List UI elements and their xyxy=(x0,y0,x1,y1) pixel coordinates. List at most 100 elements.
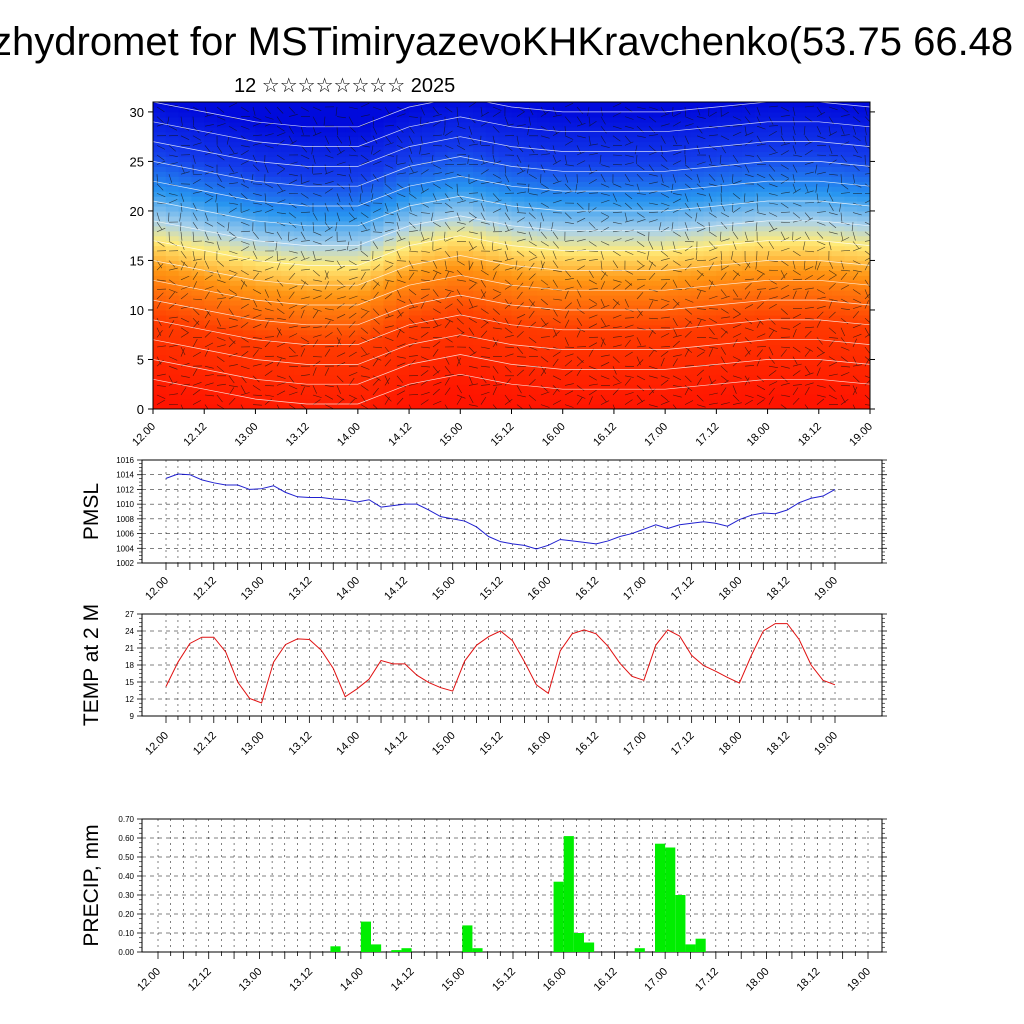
heatmap-cell xyxy=(818,309,833,316)
wind-barb xyxy=(648,151,658,156)
heatmap-cell xyxy=(229,111,244,118)
heatmap-cell xyxy=(383,106,397,113)
wind-barb xyxy=(288,346,296,354)
heatmap-cell xyxy=(780,240,794,247)
heatmap-cell xyxy=(613,359,628,366)
heatmap-cell xyxy=(165,334,180,341)
heatmap-cell xyxy=(831,121,845,128)
heatmap-cell xyxy=(537,319,551,326)
heatmap-cell xyxy=(665,250,679,257)
wind-barb xyxy=(420,356,430,361)
heatmap-cell xyxy=(549,369,564,375)
heatmap-cell xyxy=(831,359,845,366)
wind-barb xyxy=(240,257,250,261)
heatmap-cell xyxy=(690,146,705,153)
wind-barb xyxy=(431,231,434,241)
heatmap-cell xyxy=(319,344,333,351)
heatmap-cell xyxy=(588,161,602,167)
heatmap-cell xyxy=(306,161,321,167)
heatmap-cell xyxy=(562,220,577,227)
heatmap-cell xyxy=(844,111,858,118)
heatmap-cell xyxy=(473,136,487,143)
heatmap-cell xyxy=(447,136,461,143)
heatmap-cell xyxy=(498,126,513,133)
heatmap-cell xyxy=(370,131,385,138)
heatmap-cell xyxy=(613,389,628,395)
heatmap-cell xyxy=(549,186,564,192)
heatmap-cell xyxy=(754,280,769,286)
heatmap-cell xyxy=(421,349,436,356)
heatmap-cell xyxy=(690,324,705,331)
heatmap-cell xyxy=(741,151,756,158)
heatmap-cell xyxy=(831,210,845,217)
heatmap-cell xyxy=(613,285,628,291)
wind-barb xyxy=(672,340,680,348)
heatmap-cell xyxy=(217,349,231,356)
heatmap-cell xyxy=(370,250,385,257)
wind-barb xyxy=(600,135,606,144)
wind-barb xyxy=(228,337,236,345)
heatmap-cell xyxy=(357,290,372,296)
wind-barb xyxy=(468,179,478,185)
heatmap-cell xyxy=(153,151,167,158)
heatmap-cell xyxy=(626,260,641,266)
heatmap-cell xyxy=(434,106,449,113)
heatmap-cell xyxy=(191,156,205,163)
heatmap-cell xyxy=(306,215,321,222)
heatmap-cell xyxy=(434,186,449,192)
heatmap-cell xyxy=(588,136,602,143)
wind-barb xyxy=(492,264,500,271)
wind-barb xyxy=(684,279,691,287)
heatmap-cell xyxy=(703,186,717,192)
wind-barb xyxy=(492,294,501,300)
heatmap-cell xyxy=(511,205,525,212)
heatmap-cell xyxy=(652,344,666,351)
heatmap-cell xyxy=(460,349,474,356)
heatmap-cell xyxy=(165,270,180,276)
wind-barb xyxy=(432,298,442,304)
heatmap-cell xyxy=(165,324,180,331)
wind-barb xyxy=(204,308,211,316)
heatmap-cell xyxy=(652,300,666,306)
wind-barb xyxy=(672,193,682,196)
wind-barb xyxy=(384,135,391,143)
wind-barb xyxy=(540,153,550,156)
heatmap-cell xyxy=(370,389,385,395)
wind-barb xyxy=(252,106,256,116)
wind-barb xyxy=(252,202,262,205)
heatmap-cell xyxy=(805,245,820,252)
wind-barb xyxy=(216,297,226,300)
heatmap-cell xyxy=(537,121,551,128)
heatmap-cell xyxy=(255,215,269,222)
heatmap-cell xyxy=(601,334,615,341)
wind-barb xyxy=(228,182,238,185)
wind-barb xyxy=(540,391,550,396)
heatmap-cell xyxy=(844,389,858,395)
heatmap-cell xyxy=(805,300,820,306)
heatmap-cell xyxy=(588,394,602,400)
heatmap-cell xyxy=(191,265,205,271)
heatmap-cell xyxy=(498,270,513,276)
heatmap-cell xyxy=(447,359,461,366)
heatmap-cell xyxy=(473,384,487,390)
heatmap-cell xyxy=(703,102,717,108)
heatmap-cell xyxy=(665,384,679,390)
heatmap-cell xyxy=(754,205,769,212)
wind-barb xyxy=(420,399,429,405)
wind-barb xyxy=(612,366,617,375)
heatmap-cell xyxy=(204,215,218,222)
heatmap-cell xyxy=(281,344,295,351)
heatmap-cell xyxy=(588,324,602,331)
heatmap-cell xyxy=(665,166,679,172)
chart-title: zhydromet for MSTimiryazevoKHKravchenko(… xyxy=(0,20,1014,64)
wind-barb xyxy=(552,145,556,155)
heatmap-cell xyxy=(575,102,589,108)
wind-barb xyxy=(312,258,322,261)
heatmap-cell xyxy=(639,290,653,296)
heatmap-cell xyxy=(588,146,602,153)
wind-barb xyxy=(420,269,430,273)
wind-barb xyxy=(156,327,162,337)
wind-barb xyxy=(156,394,166,399)
heatmap-cell xyxy=(153,295,167,301)
heatmap-cell xyxy=(281,295,295,301)
